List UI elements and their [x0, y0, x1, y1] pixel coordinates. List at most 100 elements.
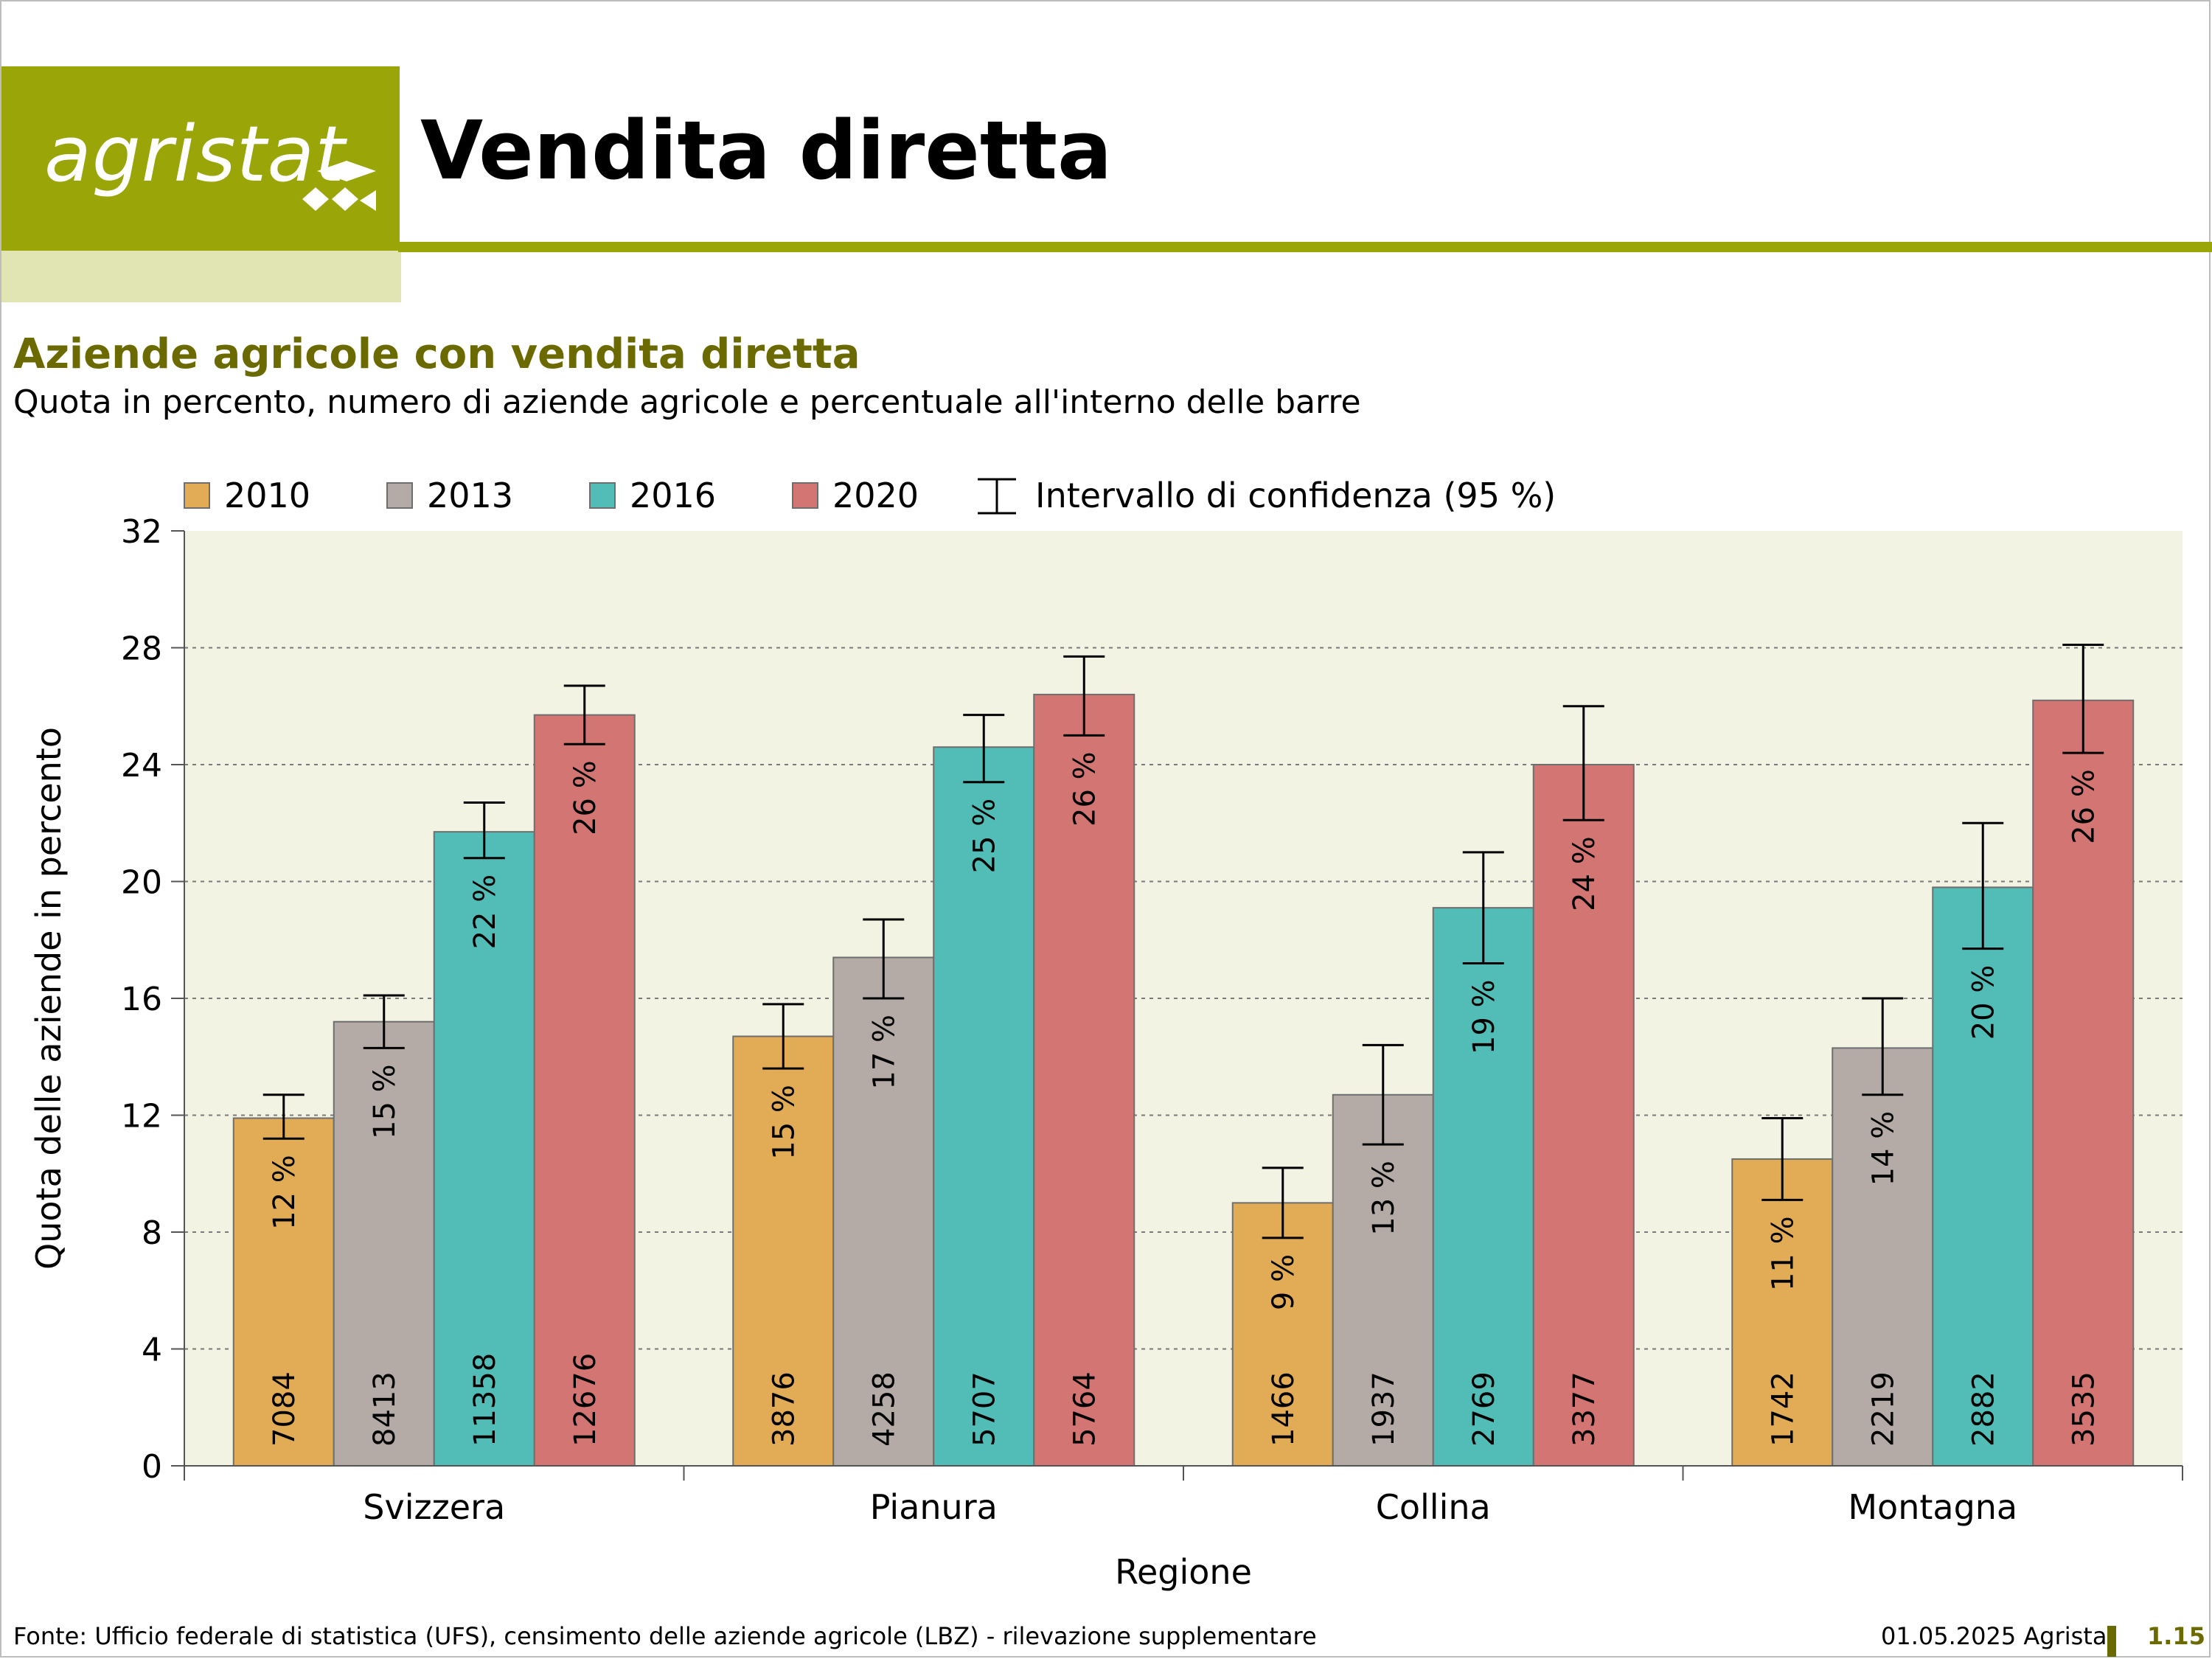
bar-count-label: 7084 [268, 1371, 302, 1447]
bar-count-label: 3876 [767, 1371, 801, 1447]
bar-count-label: 2769 [1467, 1371, 1501, 1447]
bar-percent-label: 15 % [368, 1064, 402, 1139]
bar [1033, 693, 1135, 1467]
bar-count-label: 3535 [2067, 1371, 2101, 1447]
bar [1532, 764, 1635, 1467]
bar [1332, 1093, 1434, 1467]
bar-percent-label: 11 % [1766, 1216, 1800, 1291]
bars: 12 % 7084 15 % 8413 22 % 11358 26 % 12676 15 % 38… [232, 644, 2135, 1467]
bar-count-label: 12676 [568, 1353, 602, 1447]
y-tick-label: 24 [121, 747, 162, 785]
error-bar [1862, 997, 1904, 1096]
bar-percent-label: 17 % [867, 1015, 901, 1090]
bar-percent-label: 9 % [1267, 1254, 1301, 1310]
y-tick-label: 28 [121, 630, 162, 668]
logo-text: agristat [44, 109, 346, 199]
bar [832, 956, 935, 1467]
error-bar [1562, 705, 1604, 821]
error-bar [1962, 821, 2004, 950]
bar-percent-label: 14 % [1866, 1111, 1900, 1186]
legend-swatch [386, 482, 413, 509]
legend-label: 2010 [224, 476, 310, 515]
y-tick-label: 0 [142, 1448, 162, 1486]
bar-percent-label: 12 % [268, 1155, 302, 1230]
chart-description: Quota in percento, numero di aziende agr… [13, 383, 1361, 421]
bar-percent-label: 24 % [1568, 836, 1601, 911]
bar [333, 1020, 435, 1467]
error-bar [1063, 655, 1105, 737]
x-tick-label: Pianura [870, 1487, 998, 1527]
bar-count-label: 8413 [368, 1371, 402, 1447]
bar [533, 714, 636, 1467]
y-tick-label: 8 [142, 1214, 162, 1252]
error-bar [262, 1093, 305, 1140]
footer-divider [2107, 1626, 2116, 1657]
page-title: Vendita diretta [420, 103, 1113, 198]
page-number: 1.15 [2147, 1622, 2205, 1650]
chart-title: Aziende agricole con vendita diretta [13, 330, 860, 378]
x-axis-label: Regione [1115, 1552, 1252, 1592]
bar-count-label: 1466 [1267, 1371, 1301, 1447]
x-tick-label: Svizzera [363, 1487, 505, 1527]
bar [232, 1117, 335, 1467]
y-tick-label: 12 [121, 1098, 162, 1135]
error-bar [1462, 851, 1504, 964]
bar-percent-label: 26 % [2067, 769, 2101, 844]
bar-percent-label: 20 % [1966, 965, 2000, 1040]
y-tick-label: 16 [121, 981, 162, 1018]
footer-date: 01.05.2025 Agristat [1880, 1622, 2116, 1650]
legend-label: 2013 [427, 476, 513, 515]
logo-strip [1, 251, 401, 302]
legend-ci-label: Intervallo di confidenza (95 %) [1035, 476, 1556, 515]
bar-count-label: 2882 [1966, 1371, 2000, 1447]
x-tick-label: Montagna [1848, 1487, 2017, 1527]
y-tick-label: 4 [142, 1332, 162, 1369]
bar-percent-label: 26 % [1068, 751, 1102, 827]
error-bar [963, 714, 1005, 784]
legend-label: 2020 [832, 476, 919, 515]
error-bar [762, 1003, 804, 1070]
legend-swatch [184, 482, 210, 509]
logo-box [1, 66, 400, 251]
bar [1932, 886, 2034, 1467]
bar [1231, 1202, 1334, 1467]
bar [2032, 699, 2135, 1467]
bar [732, 1035, 835, 1467]
error-bar [1362, 1043, 1404, 1146]
axes: 0 4 8 12 16 20 24 28 32 Svizzera Pianura Collina Mon… [121, 513, 2183, 1527]
error-bar [463, 801, 505, 860]
bar-count-label: 2219 [1866, 1371, 1900, 1447]
bar-count-label: 1937 [1367, 1371, 1401, 1447]
y-axis-label: Quota delle aziende in percento [29, 727, 69, 1270]
bar-percent-label: 25 % [967, 799, 1001, 874]
legend-ci-icon [978, 478, 1016, 515]
bar-count-label: 5764 [1068, 1371, 1102, 1447]
bar-count-label: 5707 [967, 1371, 1001, 1447]
logo-mark-icon [302, 161, 376, 211]
bar-count-label: 11358 [468, 1353, 502, 1447]
legend: 2010 2013 2016 2020 Intervallo di confidenza… [184, 476, 1556, 515]
bar [1731, 1158, 1834, 1467]
legend-label: 2016 [630, 476, 716, 515]
header-line [398, 242, 2212, 252]
footer-source: Fonte: Ufficio federale di statistica (U… [13, 1622, 1317, 1650]
error-bar [863, 918, 905, 1000]
bar-count-label: 4258 [867, 1371, 901, 1447]
bar-count-label: 1742 [1766, 1371, 1800, 1447]
bar-percent-label: 22 % [468, 874, 502, 950]
error-bar [563, 684, 605, 745]
bar-percent-label: 13 % [1367, 1161, 1401, 1236]
error-bar [363, 994, 405, 1049]
legend-swatch [589, 482, 616, 509]
error-bar [1761, 1116, 1804, 1201]
y-tick-label: 20 [121, 864, 162, 902]
bar-percent-label: 15 % [767, 1085, 801, 1160]
legend-swatch [792, 482, 818, 509]
bar-percent-label: 26 % [568, 760, 602, 835]
error-bar [2062, 644, 2104, 754]
bar-count-label: 3377 [1568, 1371, 1601, 1447]
y-tick-label: 32 [121, 513, 162, 551]
x-tick-label: Collina [1376, 1487, 1491, 1527]
